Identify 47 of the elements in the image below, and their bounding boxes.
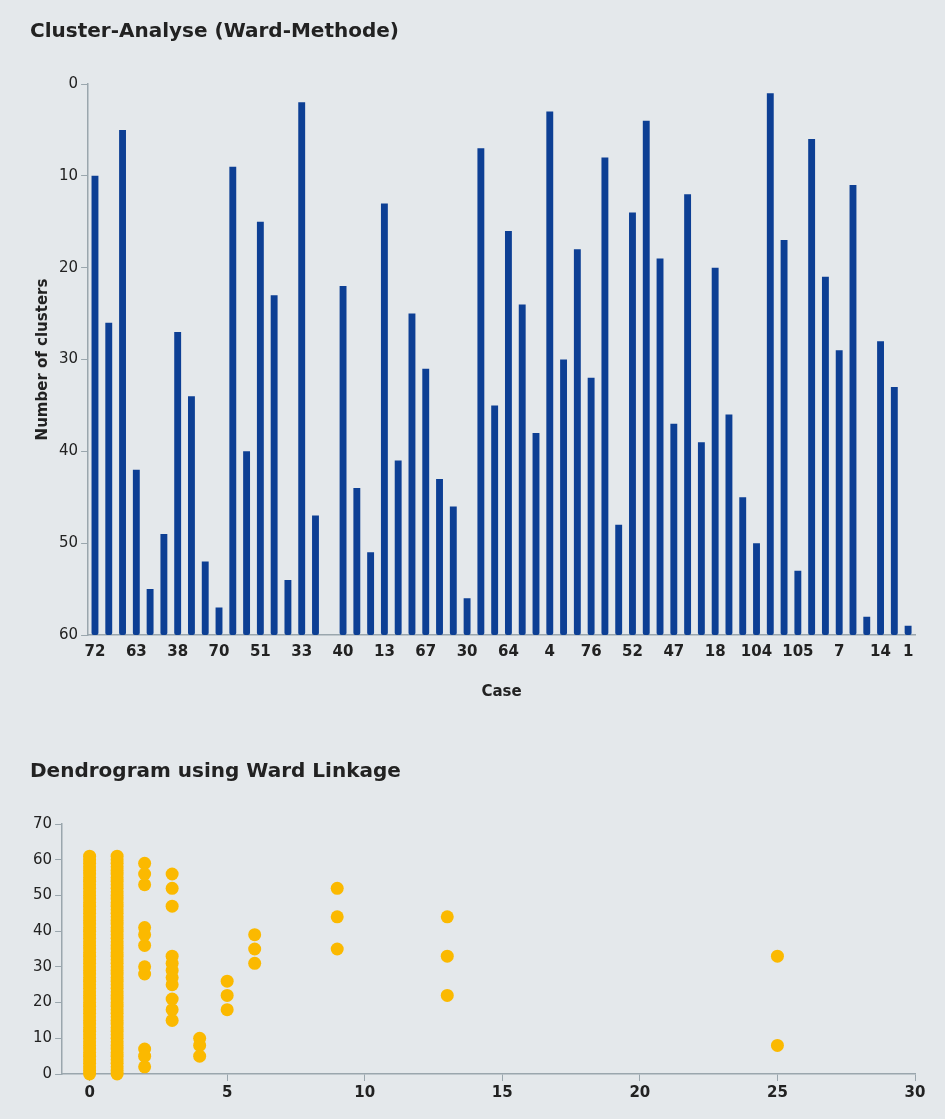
x-axis-title: Case	[481, 681, 522, 700]
y-tick-label: 10	[32, 1028, 53, 1047]
y-tick-label: 20	[58, 257, 79, 276]
x-tick-label: 76	[580, 641, 602, 660]
x-tick-label: 30	[904, 1082, 926, 1101]
x-tick-label: 51	[249, 641, 271, 660]
x-tick-label: 0	[84, 1082, 95, 1101]
y-tick-label: 60	[58, 624, 79, 643]
y-tick-label: 0	[42, 1063, 53, 1082]
y-tick-label: 30	[58, 349, 79, 368]
y-axis-title: Number of clusters	[32, 278, 51, 441]
x-tick-label: 72	[84, 641, 106, 660]
x-tick-label: 40	[332, 641, 354, 660]
x-tick-label: 1	[902, 641, 914, 660]
y-tick-label: 30	[32, 956, 53, 975]
chart-title: Dendrogram using Ward Linkage	[30, 758, 401, 783]
y-tick-label: 50	[58, 533, 79, 552]
x-tick-label: 64	[498, 641, 519, 660]
x-tick-label: 7	[833, 641, 845, 660]
x-tick-label: 38	[167, 641, 189, 660]
y-tick-label: 60	[32, 849, 53, 868]
x-tick-label: 30	[456, 641, 478, 660]
y-tick-label: 0	[68, 73, 79, 92]
x-tick-label: 33	[291, 641, 313, 660]
x-tick-label: 10	[354, 1082, 376, 1101]
x-tick-label: 67	[415, 641, 437, 660]
x-tick-label: 104	[740, 641, 773, 660]
y-tick-label: 40	[32, 921, 53, 940]
y-tick-label: 50	[32, 885, 53, 904]
x-tick-label: 18	[704, 641, 726, 660]
x-tick-label: 5	[221, 1082, 233, 1101]
x-tick-label: 25	[767, 1082, 788, 1101]
y-tick-label: 40	[58, 441, 79, 460]
x-tick-label: 105	[782, 641, 814, 660]
x-tick-label: 52	[622, 641, 643, 660]
x-tick-label: 63	[125, 641, 147, 660]
x-tick-label: 15	[491, 1082, 513, 1101]
y-tick-label: 20	[32, 992, 53, 1011]
x-tick-label: 4	[544, 641, 555, 660]
x-tick-label: 14	[870, 641, 891, 660]
x-tick-label: 13	[373, 641, 395, 660]
x-tick-label: 20	[629, 1082, 651, 1101]
y-tick-label: 70	[32, 813, 53, 832]
y-tick-label: 10	[58, 165, 79, 184]
chart-title: Cluster-Analyse (Ward-Methode)	[30, 18, 399, 43]
x-tick-label: 47	[663, 641, 685, 660]
x-tick-label: 70	[208, 641, 230, 660]
